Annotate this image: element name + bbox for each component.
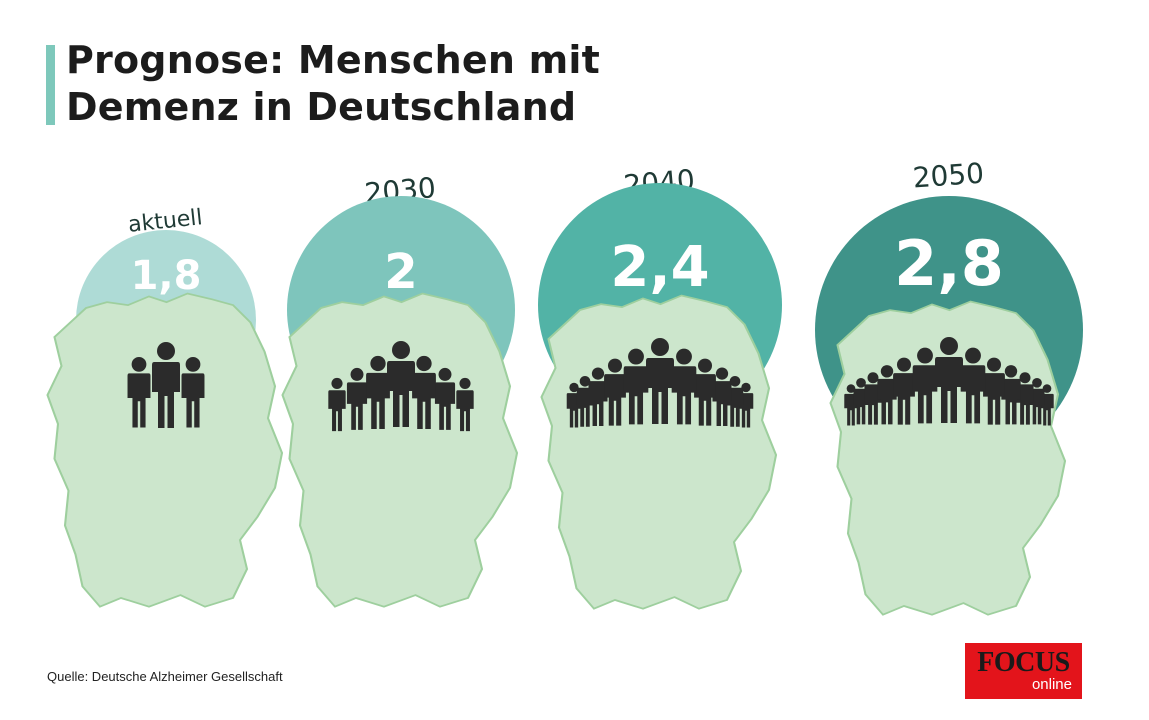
germany-map-2030 xyxy=(281,292,519,608)
value-label-2030: 2 xyxy=(384,244,417,300)
focus-online-logo: FOCUS online xyxy=(965,643,1082,699)
logo-wordmark: FOCUS xyxy=(977,647,1070,678)
germany-map-aktuell xyxy=(46,292,284,608)
category-label-2050: 2050 xyxy=(912,157,985,195)
group-2050: 2050 2,8 xyxy=(815,157,1083,616)
title-accent-bar xyxy=(46,45,55,125)
value-label-2050: 2,8 xyxy=(894,227,1004,300)
source-note: Quelle: Deutsche Alzheimer Gesellschaft xyxy=(47,669,283,684)
page-title-line-2: Demenz in Deutschland xyxy=(66,85,577,129)
page-title-line-1: Prognose: Menschen mit xyxy=(66,38,600,82)
logo-subtitle: online xyxy=(1031,676,1072,693)
value-label-2040: 2,4 xyxy=(610,235,709,300)
value-label-aktuell: 1,8 xyxy=(131,253,202,299)
